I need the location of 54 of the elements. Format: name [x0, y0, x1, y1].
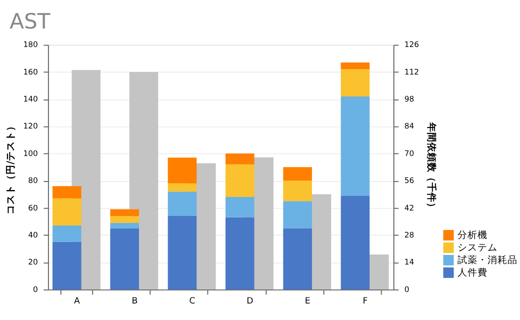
legend-label: システム	[458, 242, 498, 254]
y2-tick-label: 0	[404, 284, 410, 294]
bar	[340, 196, 370, 290]
y-tick-label: 0	[33, 284, 38, 294]
y2-tick-label: 56	[404, 176, 414, 186]
bar	[340, 69, 370, 96]
y-axis-title: コスト（円/テスト）	[6, 120, 17, 214]
bar	[110, 216, 139, 223]
y-tick-label: 140	[23, 94, 38, 104]
legend-label: 試薬・消耗品	[458, 254, 518, 266]
y-tick-label: 60	[28, 203, 38, 212]
y2-tick-label: 14	[404, 258, 414, 267]
bar	[52, 226, 82, 242]
bar	[168, 158, 197, 184]
bar	[226, 154, 254, 164]
y-tick-label: 100	[23, 148, 38, 158]
bar	[226, 197, 254, 218]
bar	[283, 201, 312, 228]
chart-title: AST	[10, 8, 50, 34]
y-tick-label: 120	[23, 122, 38, 131]
y2-tick-label: 84	[404, 122, 414, 131]
bar	[110, 228, 139, 290]
x-tick-label: C	[189, 296, 196, 306]
bar	[52, 186, 82, 198]
bar	[110, 222, 139, 228]
bar	[283, 180, 312, 202]
bar	[226, 164, 254, 198]
bar	[52, 198, 82, 226]
y2-tick-label: 98	[404, 94, 414, 104]
x-tick-label: B	[132, 296, 138, 306]
bar	[340, 96, 370, 196]
y-tick-label: 20	[28, 258, 38, 267]
y2-tick-label: 28	[404, 230, 414, 240]
y-tick-label: 180	[23, 40, 38, 50]
x-tick-label: A	[74, 296, 80, 306]
y2-tick-label: 42	[404, 203, 414, 212]
y-tick-label: 160	[23, 67, 38, 76]
bar	[110, 209, 139, 216]
y2-tick-label: 70	[404, 148, 414, 158]
bar	[168, 183, 197, 192]
x-tick-label: D	[246, 296, 254, 306]
bar	[283, 167, 312, 181]
x-tick-label: E	[304, 296, 310, 306]
bar	[52, 242, 82, 290]
y2-axis-title: 年間依頼数（千件）	[426, 122, 438, 213]
x-tick-label: F	[362, 296, 368, 306]
y2-tick-label: 112	[404, 67, 420, 76]
y-tick-label: 40	[28, 230, 38, 240]
bar	[168, 192, 197, 216]
y2-tick-label: 126	[404, 40, 420, 50]
y-tick-label: 80	[28, 176, 38, 186]
legend-label: 人件費	[458, 266, 488, 279]
legend-label: 分析機	[458, 229, 488, 242]
bar	[340, 62, 370, 70]
